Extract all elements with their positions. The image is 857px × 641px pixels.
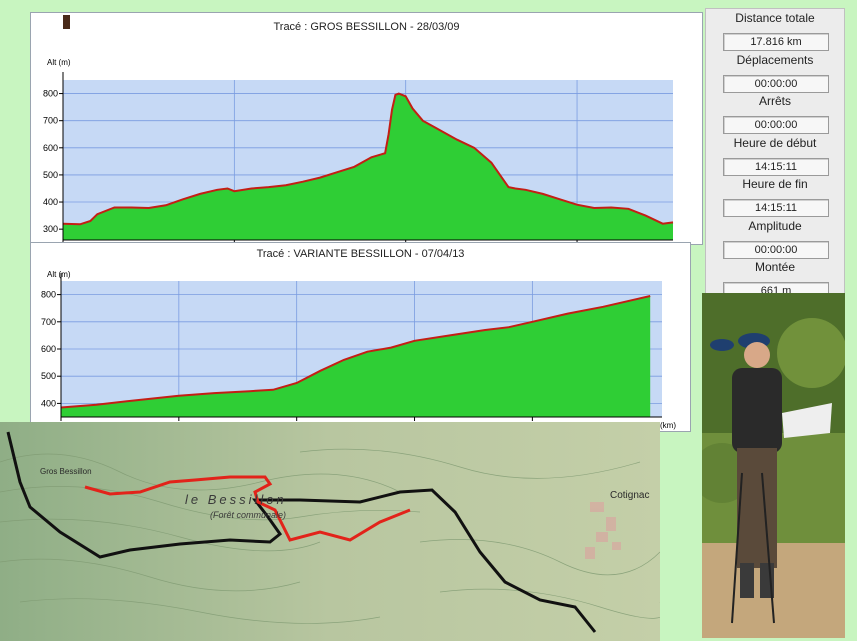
bottom-chart-title: Tracé : VARIANTE BESSILLON - 07/04/13 xyxy=(256,248,465,260)
y-tick-label: 300 xyxy=(43,224,58,234)
bottom-elevation-chart: 40050060070080001234Alt (m)Dist (km) xyxy=(41,270,676,431)
elevation-line xyxy=(62,92,674,226)
y-tick-label: 400 xyxy=(41,398,56,408)
y-axis-label: Alt (m) xyxy=(47,270,71,279)
top-chart-panel: Tracé : GROS BESSILLON - 28/03/09 300 400… xyxy=(30,12,703,245)
top-elevation-chart: 300400500600700800051015Alt (m)Dist (km) xyxy=(43,58,674,244)
y-tick-label: 600 xyxy=(43,143,58,153)
stat-value: 00:00:00 xyxy=(723,116,829,134)
y-tick-label: 500 xyxy=(41,371,56,381)
panel-drag-handle[interactable] xyxy=(63,15,70,29)
stat-label: Heure de début xyxy=(733,135,817,150)
stat-value: 14:15:11 xyxy=(723,157,829,176)
elevation-area xyxy=(63,93,673,240)
hiker-photo-drawing xyxy=(702,293,845,638)
y-tick-label: 400 xyxy=(43,197,58,207)
hiker-photo xyxy=(702,293,845,638)
map-label-foret: (Forêt communale) xyxy=(210,510,286,520)
x-axis-label: Dist (km) xyxy=(644,421,676,430)
stat-label: Distance totale xyxy=(735,11,815,25)
y-tick-label: 700 xyxy=(43,116,58,126)
stat-label: Arrêts xyxy=(758,94,791,108)
map-label-cotignac: Cotignac xyxy=(610,490,649,501)
stat-label: Déplacements xyxy=(736,52,814,67)
map-drawing: Gros Bessillon le Bessillon (Forêt commu… xyxy=(0,422,660,641)
map-label-gros-bessillon: Gros Bessillon xyxy=(40,467,92,476)
track-stats-panel: Distance totale 17.816 km Déplacements 00:0… xyxy=(705,8,845,300)
y-axis-label: Alt (m) xyxy=(47,58,71,67)
bottom-chart-panel: Tracé : VARIANTE BESSILLON - 07/04/13 40… xyxy=(30,242,691,432)
track-black xyxy=(6,431,597,633)
top-chart-title: Tracé : GROS BESSILLON - 28/03/09 xyxy=(273,21,460,33)
stat-value: 00:00:00 xyxy=(723,74,829,93)
stat-label: Heure de fin xyxy=(742,177,808,191)
y-tick-label: 800 xyxy=(43,89,58,99)
y-tick-label: 500 xyxy=(43,170,58,180)
stat-label: Montée xyxy=(754,260,796,274)
topographic-map: Gros Bessillon le Bessillon (Forêt commu… xyxy=(0,422,660,641)
stat-value: 00:00:00 xyxy=(723,240,829,259)
y-tick-label: 700 xyxy=(41,317,56,327)
track-red xyxy=(84,475,411,542)
stat-value: 14:15:11 xyxy=(723,199,829,217)
y-tick-label: 800 xyxy=(41,290,56,300)
stat-value: 17.816 km xyxy=(723,33,829,51)
stat-label: Amplitude xyxy=(748,218,802,233)
y-tick-label: 600 xyxy=(41,344,56,354)
map-label-bessillon: le Bessillon xyxy=(185,492,287,507)
elevation-line xyxy=(60,295,651,409)
